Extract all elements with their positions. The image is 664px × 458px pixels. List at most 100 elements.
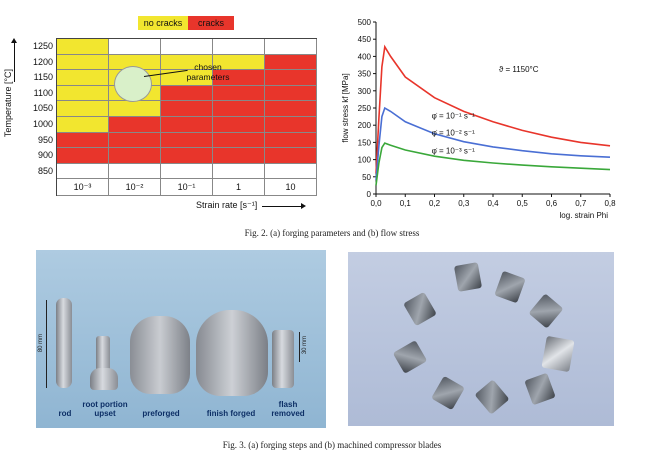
map-cell-empty — [265, 39, 317, 55]
forging-map-grid: 1250 1200 1150 1100 1050 1000 950 900 850 — [33, 38, 317, 180]
rod-part — [56, 298, 72, 388]
blade — [474, 379, 510, 415]
temperature-tick-label: 1150 — [33, 72, 53, 83]
map-cell-empty — [109, 163, 161, 180]
map-row: 1000 — [33, 116, 317, 133]
blade — [403, 291, 437, 327]
chart-annotation: φ̇ = 10⁻² s⁻¹ — [432, 129, 476, 138]
strain-rate-axis-label: Strain rate [s⁻¹] — [196, 200, 258, 210]
strain-rate-arrow — [262, 203, 306, 209]
temperature-tick-label: 850 — [37, 165, 53, 176]
map-cell-cracks — [213, 148, 265, 164]
legend-cracks: cracks — [188, 16, 234, 30]
map-row: 1100 — [34, 85, 317, 102]
y-tick-label: 0 — [367, 190, 372, 199]
chosen-parameters-label: chosen parameters — [186, 62, 230, 82]
map-cell-cracks — [265, 85, 317, 102]
blade — [494, 270, 526, 304]
y-tick-label: 250 — [358, 104, 372, 113]
temperature-tick-label: 1250 — [32, 41, 53, 51]
y-tick-label: 150 — [358, 138, 372, 147]
temperature-tick-label: 900 — [37, 150, 53, 161]
map-cell-empty — [57, 163, 109, 180]
blade-dimension-line — [299, 332, 300, 362]
map-row: 1250 — [33, 39, 317, 55]
map-row: 1050 — [33, 101, 317, 117]
map-cell-cracks — [213, 132, 265, 149]
x-tick-label: 0,2 — [429, 199, 441, 208]
forging-parameter-map: no cracks cracks Temperature [°C] 1250 12… — [3, 8, 322, 220]
blade-dimension-label: 30 mm — [302, 335, 309, 355]
map-cell-cracks — [161, 85, 213, 102]
strain-rate-tick-label: 10 — [265, 179, 317, 196]
map-cell-cracks — [265, 116, 317, 133]
map-cell-cracks — [265, 70, 317, 86]
map-cell-no-cracks — [213, 54, 265, 71]
map-cell-cracks — [109, 132, 161, 149]
stage-label-flash-removed: flash removed — [271, 400, 305, 418]
x-tick-label: 0,4 — [487, 199, 499, 208]
y-tick-label: 350 — [358, 70, 372, 79]
chosen-parameters-circle — [114, 66, 152, 102]
stage-label-preforged: preforged — [142, 409, 180, 418]
map-cell-cracks — [161, 132, 213, 149]
stage-label-root-upset: root portion upset — [82, 400, 128, 418]
figure-3-caption: Fig. 3. (a) forging steps and (b) machin… — [222, 440, 442, 450]
legend-no-cracks: no cracks — [138, 16, 188, 30]
map-cell-cracks — [265, 54, 317, 71]
x-axis-label: log. strain Phi — [560, 211, 609, 220]
map-cell-no-cracks — [161, 54, 213, 71]
strain-rate-tick-label: 1 — [213, 179, 265, 196]
x-tick-label: 0,6 — [546, 199, 558, 208]
map-row: 1200 — [33, 54, 317, 71]
temperature-tick-label: 1200 — [32, 56, 53, 67]
map-cell-cracks — [213, 116, 265, 133]
map-cell-cracks — [57, 132, 109, 149]
map-cell-cracks — [161, 101, 213, 117]
temperature-axis-label: Temperature [°C] — [3, 68, 14, 138]
blade — [528, 293, 564, 329]
upset-root — [90, 368, 118, 390]
temperature-tick-label: 1100 — [33, 87, 53, 98]
map-cell-cracks — [265, 132, 317, 149]
map-cell-no-cracks — [57, 54, 109, 71]
map-cell-no-cracks — [161, 70, 213, 86]
y-tick-label: 300 — [358, 87, 372, 96]
forging-steps-photo: 80 mm 30 mm rod root portion upset prefo… — [36, 250, 326, 428]
stage-label-rod: rod — [58, 409, 72, 418]
strain-rate-tick-label: 10⁻² — [109, 179, 161, 196]
y-tick-label: 450 — [358, 35, 372, 44]
strain-rate-tick-label: 10⁻³ — [57, 179, 109, 196]
rod-dimension-line — [46, 300, 47, 388]
y-tick-label: 500 — [358, 18, 372, 27]
chart-annotation: ϑ = 1150°C — [499, 65, 539, 74]
blade — [392, 340, 428, 374]
map-row: 850 — [38, 163, 317, 180]
flow-stress-chart: 0 50 100 150 200 250 300 350 400 450 500 0,0 0,1 0,2 0… — [336, 8, 626, 222]
blade — [541, 335, 575, 373]
map-cell-cracks — [213, 70, 265, 86]
map-cell-cracks — [265, 148, 317, 164]
x-tick-label: 0,7 — [575, 199, 587, 208]
map-cell-no-cracks — [57, 116, 109, 133]
map-cell-cracks — [213, 85, 265, 102]
temperature-arrow — [11, 38, 17, 82]
map-cell-empty — [265, 163, 317, 180]
map-cell-cracks — [109, 116, 161, 133]
blade — [453, 262, 483, 292]
x-tick-label: 0,3 — [458, 199, 470, 208]
chart-annotation: φ̇ = 10⁻¹ s⁻¹ — [432, 111, 476, 120]
map-cell-cracks — [57, 148, 109, 164]
x-tick-label: 0,5 — [517, 199, 529, 208]
map-cell-cracks — [161, 116, 213, 133]
map-cell-no-cracks — [109, 101, 161, 117]
y-tick-label: 100 — [358, 156, 372, 165]
y-tick-label: 200 — [358, 121, 372, 130]
figure-2-caption: Fig. 2. (a) forging parameters and (b) f… — [244, 228, 420, 238]
series-line-0 — [375, 44, 611, 174]
series-line-2 — [375, 142, 611, 186]
rod-dimension-label: 80 mm — [38, 333, 45, 353]
map-cell-no-cracks — [57, 85, 109, 102]
series-line-1 — [375, 106, 611, 181]
map-cell-cracks — [161, 148, 213, 164]
